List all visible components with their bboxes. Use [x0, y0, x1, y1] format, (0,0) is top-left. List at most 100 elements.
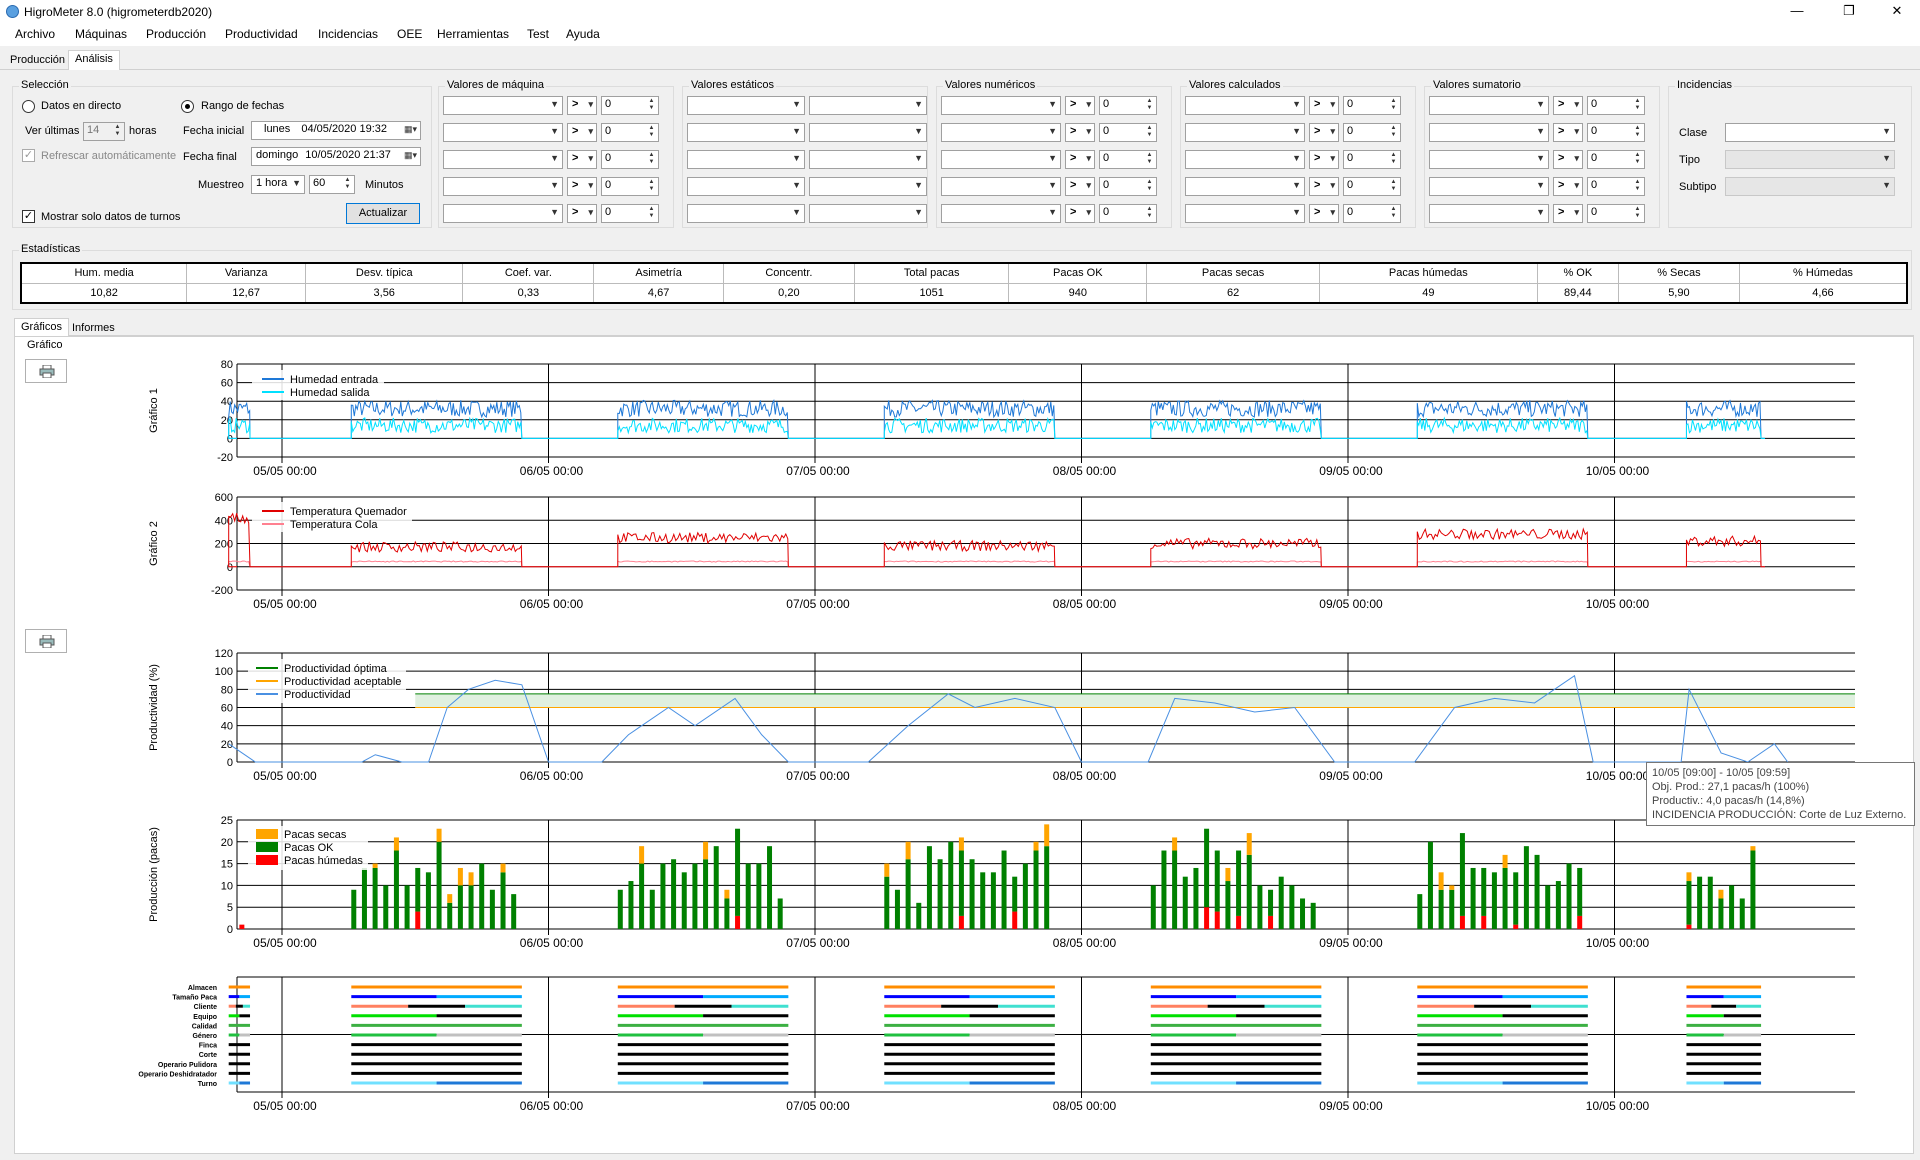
- calendar-icon[interactable]: ▦▾: [403, 150, 417, 160]
- filter-operator-select[interactable]: > ▾: [1309, 177, 1339, 196]
- spinner-icon[interactable]: ▲ ▼: [648, 206, 655, 219]
- filter-operator-select[interactable]: > ▾: [1065, 204, 1095, 223]
- tab-analisis[interactable]: Análisis: [68, 50, 120, 70]
- filter-value-input[interactable]: 0 ▲ ▼: [1099, 177, 1157, 196]
- spinner-icon[interactable]: ▲ ▼: [1146, 98, 1153, 111]
- print-button-2[interactable]: [25, 629, 67, 653]
- filter-field-select[interactable]: ▼: [941, 123, 1061, 142]
- filter-value-input[interactable]: 0 ▲ ▼: [1099, 150, 1157, 169]
- refrescar-checkbox[interactable]: ✓: [22, 149, 35, 162]
- filter-value-input[interactable]: 0 ▲ ▼: [1587, 204, 1645, 223]
- filter-field-select[interactable]: ▼: [443, 177, 563, 196]
- filter-field-select[interactable]: ▼: [1429, 177, 1549, 196]
- spinner-icon[interactable]: ▲ ▼: [648, 125, 655, 138]
- filter-value-input[interactable]: 0 ▲ ▼: [601, 123, 659, 142]
- filter-static-select[interactable]: ▼: [809, 177, 927, 196]
- menu-produccion[interactable]: Producción: [146, 27, 207, 41]
- filter-operator-select[interactable]: > ▾: [1553, 204, 1583, 223]
- filter-operator-select[interactable]: > ▾: [1065, 123, 1095, 142]
- filter-field-select[interactable]: ▼: [1185, 177, 1305, 196]
- filter-field-select[interactable]: ▼: [941, 96, 1061, 115]
- filter-operator-select[interactable]: > ▾: [567, 150, 597, 169]
- close-button[interactable]: ✕: [1891, 3, 1903, 18]
- spinner-icon[interactable]: ▲ ▼: [344, 177, 351, 190]
- spinner-icon[interactable]: ▲ ▼: [1146, 125, 1153, 138]
- filter-operator-select[interactable]: > ▾: [1309, 96, 1339, 115]
- spinner-icon[interactable]: ▲ ▼: [114, 124, 121, 137]
- actualizar-button[interactable]: Actualizar: [346, 203, 420, 224]
- spinner-icon[interactable]: ▲ ▼: [1390, 125, 1397, 138]
- filter-field-select[interactable]: ▼: [1185, 204, 1305, 223]
- filter-field-select[interactable]: ▼: [1185, 150, 1305, 169]
- filter-static-select[interactable]: ▼: [809, 204, 927, 223]
- print-button-1[interactable]: [25, 359, 67, 383]
- filter-static-select[interactable]: ▼: [687, 96, 805, 115]
- filter-value-input[interactable]: 0 ▲ ▼: [601, 204, 659, 223]
- filter-value-input[interactable]: 0 ▲ ▼: [1343, 204, 1401, 223]
- filter-field-select[interactable]: ▼: [941, 150, 1061, 169]
- maximize-button[interactable]: ❐: [1843, 3, 1855, 18]
- filter-value-input[interactable]: 0 ▲ ▼: [1587, 150, 1645, 169]
- calendar-icon[interactable]: ▦▾: [403, 124, 417, 134]
- filter-value-input[interactable]: 0 ▲ ▼: [1343, 123, 1401, 142]
- menu-archivo[interactable]: Archivo: [15, 27, 56, 41]
- filter-field-select[interactable]: ▼: [1429, 150, 1549, 169]
- menu-ayuda[interactable]: Ayuda: [566, 27, 600, 41]
- menu-maquinas[interactable]: Máquinas: [75, 27, 128, 41]
- ver-ultimas-input[interactable]: 14 ▲ ▼: [83, 122, 125, 141]
- filter-value-input[interactable]: 0 ▲ ▼: [601, 96, 659, 115]
- spinner-icon[interactable]: ▲ ▼: [1146, 206, 1153, 219]
- menu-incidencias[interactable]: Incidencias: [318, 27, 379, 41]
- filter-operator-select[interactable]: > ▾: [1553, 96, 1583, 115]
- subtipo-select[interactable]: ▼: [1725, 177, 1895, 196]
- spinner-icon[interactable]: ▲ ▼: [1634, 152, 1641, 165]
- menu-productividad[interactable]: Productividad: [225, 27, 298, 41]
- filter-value-input[interactable]: 0 ▲ ▼: [1099, 204, 1157, 223]
- filter-value-input[interactable]: 0 ▲ ▼: [601, 177, 659, 196]
- filter-operator-select[interactable]: > ▾: [567, 177, 597, 196]
- filter-operator-select[interactable]: > ▾: [1309, 204, 1339, 223]
- filter-field-select[interactable]: ▼: [1429, 204, 1549, 223]
- filter-field-select[interactable]: ▼: [1185, 123, 1305, 142]
- filter-field-select[interactable]: ▼: [1185, 96, 1305, 115]
- filter-field-select[interactable]: ▼: [1429, 123, 1549, 142]
- spinner-icon[interactable]: ▲ ▼: [1634, 125, 1641, 138]
- rango-fechas-radio[interactable]: [181, 100, 194, 113]
- filter-field-select[interactable]: ▼: [941, 204, 1061, 223]
- fecha-inicial-picker[interactable]: lunes 04/05/2020 19:32 ▦▾: [251, 121, 421, 140]
- menu-test[interactable]: Test: [527, 27, 550, 41]
- filter-value-input[interactable]: 0 ▲ ▼: [1587, 123, 1645, 142]
- filter-field-select[interactable]: ▼: [443, 150, 563, 169]
- menu-herramientas[interactable]: Herramientas: [437, 27, 510, 41]
- clase-select[interactable]: ▼: [1725, 123, 1895, 142]
- filter-operator-select[interactable]: > ▾: [1065, 96, 1095, 115]
- filter-operator-select[interactable]: > ▾: [1553, 123, 1583, 142]
- filter-value-input[interactable]: 0 ▲ ▼: [1587, 177, 1645, 196]
- filter-operator-select[interactable]: > ▾: [1309, 150, 1339, 169]
- fecha-final-picker[interactable]: domingo 10/05/2020 21:37 ▦▾: [251, 147, 421, 166]
- filter-static-select[interactable]: ▼: [687, 177, 805, 196]
- spinner-icon[interactable]: ▲ ▼: [1390, 179, 1397, 192]
- spinner-icon[interactable]: ▲ ▼: [1634, 206, 1641, 219]
- filter-static-select[interactable]: ▼: [809, 150, 927, 169]
- filter-operator-select[interactable]: > ▾: [1065, 177, 1095, 196]
- muestreo-select[interactable]: 1 hora ▼: [251, 175, 305, 194]
- filter-operator-select[interactable]: > ▾: [1553, 150, 1583, 169]
- filter-operator-select[interactable]: > ▾: [567, 96, 597, 115]
- spinner-icon[interactable]: ▲ ▼: [1390, 152, 1397, 165]
- tab-informes[interactable]: Informes: [72, 322, 115, 334]
- filter-field-select[interactable]: ▼: [443, 96, 563, 115]
- filter-operator-select[interactable]: > ▾: [1553, 177, 1583, 196]
- filter-value-input[interactable]: 0 ▲ ▼: [1099, 123, 1157, 142]
- datos-directo-radio[interactable]: [22, 100, 35, 113]
- filter-operator-select[interactable]: > ▾: [1309, 123, 1339, 142]
- spinner-icon[interactable]: ▲ ▼: [1146, 152, 1153, 165]
- filter-operator-select[interactable]: > ▾: [567, 123, 597, 142]
- spinner-icon[interactable]: ▲ ▼: [1634, 179, 1641, 192]
- spinner-icon[interactable]: ▲ ▼: [1634, 98, 1641, 111]
- filter-value-input[interactable]: 0 ▲ ▼: [1587, 96, 1645, 115]
- filter-value-input[interactable]: 0 ▲ ▼: [1099, 96, 1157, 115]
- spinner-icon[interactable]: ▲ ▼: [1146, 179, 1153, 192]
- filter-operator-select[interactable]: > ▾: [1065, 150, 1095, 169]
- tab-graficos[interactable]: Gráficos: [14, 318, 69, 338]
